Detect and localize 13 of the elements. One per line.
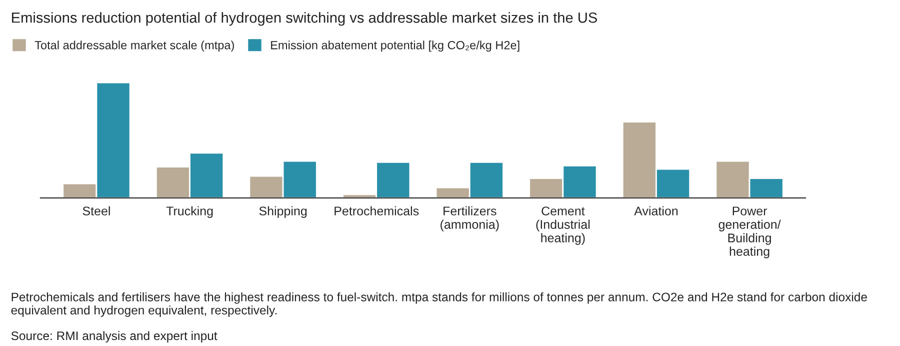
legend-label: Total addressable market scale (mtpa) <box>34 40 234 52</box>
text: Petrochemicals and fertilisers have the highest readiness to fuel-switch. mtpa stands for millions of tonnes per annum. CO2e and H2e stand for carbon dioxide equivalent and hydrogen equivalent, respectively. <box>11 292 867 317</box>
x-tick-label: Shipping <box>259 206 307 218</box>
x-tick-label: Fertilizers (ammonia) <box>440 206 499 232</box>
x-tick-label: Cement (Industrial heating) <box>536 206 590 245</box>
chart-title: Emissions reduction potential of hydrogen switching vs addressable market sizes in the US <box>12 12 597 26</box>
x-tick-label: Aviation <box>634 206 678 216</box>
x-tick-label: Trucking <box>166 206 213 218</box>
source-note: Source: RMI analysis and expert input <box>11 331 218 343</box>
x-tick-label: Petrochemicals <box>334 206 419 216</box>
x-tick-label: Power generation/ Building heating <box>718 206 781 258</box>
x-tick-label: Steel <box>82 206 110 216</box>
legend-label: Emission abatement potential [kg CO₂e/kg H2e] <box>271 40 520 52</box>
